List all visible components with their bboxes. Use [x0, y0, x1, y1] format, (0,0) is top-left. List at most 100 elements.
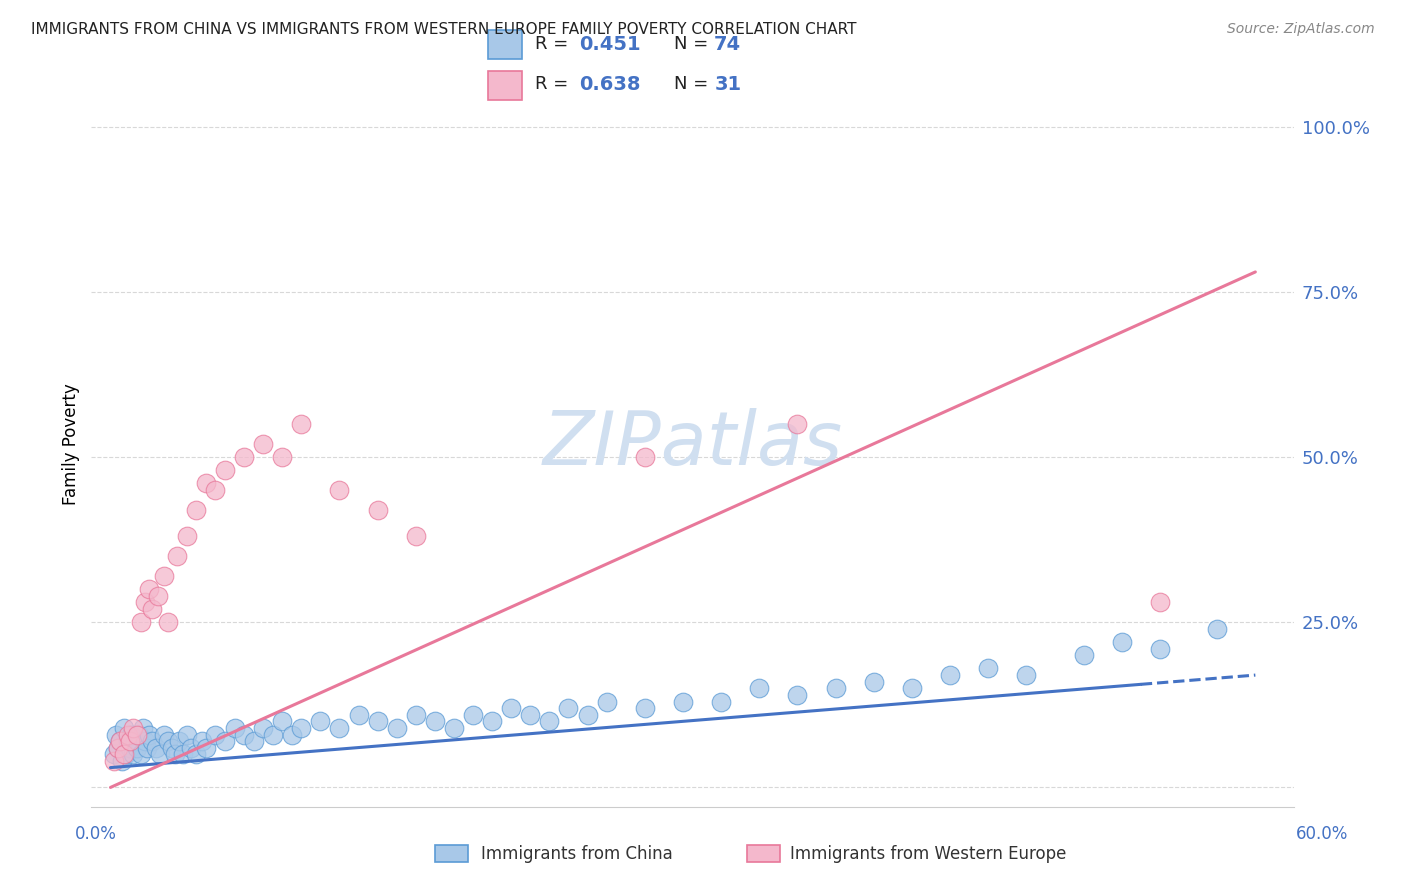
- Point: [347, 707, 370, 722]
- Point: [172, 747, 194, 762]
- Y-axis label: Family Poverty: Family Poverty: [62, 383, 80, 505]
- Text: IMMIGRANTS FROM CHINA VS IMMIGRANTS FROM WESTERN EUROPE FAMILY POVERTY CORRELATI: IMMIGRANTS FROM CHINA VS IMMIGRANTS FROM…: [31, 22, 856, 37]
- Point: [290, 417, 312, 431]
- Point: [786, 688, 808, 702]
- Point: [242, 734, 264, 748]
- Point: [149, 747, 172, 762]
- Point: [103, 754, 125, 768]
- Point: [127, 728, 149, 742]
- Point: [271, 450, 294, 464]
- Point: [111, 754, 134, 768]
- Point: [1206, 622, 1229, 636]
- Text: 0.451: 0.451: [579, 35, 641, 54]
- Text: 74: 74: [714, 35, 741, 54]
- Point: [134, 734, 156, 748]
- FancyBboxPatch shape: [434, 845, 468, 863]
- Point: [901, 681, 924, 696]
- Point: [367, 714, 389, 729]
- Point: [328, 721, 350, 735]
- Point: [461, 707, 484, 722]
- Point: [672, 694, 695, 708]
- Point: [252, 721, 274, 735]
- Point: [176, 728, 198, 742]
- FancyBboxPatch shape: [747, 845, 780, 863]
- Point: [748, 681, 770, 696]
- Point: [519, 707, 541, 722]
- Point: [167, 734, 190, 748]
- Text: Source: ZipAtlas.com: Source: ZipAtlas.com: [1227, 22, 1375, 37]
- Point: [977, 661, 1000, 675]
- FancyBboxPatch shape: [488, 71, 522, 100]
- Point: [862, 674, 884, 689]
- Point: [122, 721, 145, 735]
- Point: [786, 417, 808, 431]
- Point: [443, 721, 465, 735]
- Point: [233, 728, 256, 742]
- Point: [129, 615, 152, 630]
- Point: [233, 450, 256, 464]
- Point: [156, 615, 179, 630]
- Point: [103, 747, 125, 762]
- Point: [224, 721, 246, 735]
- Point: [128, 728, 150, 742]
- Text: ZIPatlas: ZIPatlas: [543, 408, 842, 480]
- Point: [281, 728, 304, 742]
- Text: 60.0%: 60.0%: [1295, 825, 1348, 843]
- Point: [634, 450, 657, 464]
- Point: [214, 734, 236, 748]
- Point: [153, 569, 176, 583]
- Text: N =: N =: [673, 35, 714, 54]
- Point: [1149, 641, 1171, 656]
- Point: [1149, 595, 1171, 609]
- Point: [108, 734, 131, 748]
- Point: [118, 740, 141, 755]
- Point: [135, 740, 157, 755]
- Point: [112, 747, 135, 762]
- Point: [538, 714, 561, 729]
- Point: [290, 721, 312, 735]
- Point: [112, 721, 135, 735]
- Point: [939, 668, 962, 682]
- Point: [153, 728, 176, 742]
- Text: 31: 31: [714, 75, 741, 94]
- Point: [214, 463, 236, 477]
- Point: [124, 734, 146, 748]
- Point: [191, 734, 214, 748]
- Point: [385, 721, 408, 735]
- Text: Immigrants from Western Europe: Immigrants from Western Europe: [790, 845, 1067, 863]
- Point: [557, 701, 579, 715]
- Point: [367, 503, 389, 517]
- FancyBboxPatch shape: [488, 30, 522, 59]
- Point: [634, 701, 657, 715]
- Point: [501, 701, 523, 715]
- Point: [204, 728, 226, 742]
- Point: [105, 728, 128, 742]
- Point: [1015, 668, 1038, 682]
- Point: [176, 529, 198, 543]
- Point: [309, 714, 332, 729]
- Point: [262, 728, 284, 742]
- Point: [405, 529, 427, 543]
- Point: [146, 589, 169, 603]
- Point: [194, 476, 217, 491]
- Point: [186, 503, 208, 517]
- Text: R =: R =: [536, 75, 575, 94]
- Point: [186, 747, 208, 762]
- Point: [271, 714, 294, 729]
- Text: 0.0%: 0.0%: [75, 825, 117, 843]
- Point: [108, 734, 131, 748]
- Point: [114, 747, 136, 762]
- Point: [194, 740, 217, 755]
- Point: [204, 483, 226, 497]
- Point: [156, 734, 179, 748]
- Point: [132, 721, 155, 735]
- Point: [120, 728, 143, 742]
- Point: [166, 549, 188, 563]
- Point: [122, 747, 145, 762]
- Point: [107, 740, 129, 755]
- Point: [107, 740, 129, 755]
- Point: [118, 734, 141, 748]
- Point: [824, 681, 846, 696]
- Point: [141, 602, 163, 616]
- Point: [595, 694, 617, 708]
